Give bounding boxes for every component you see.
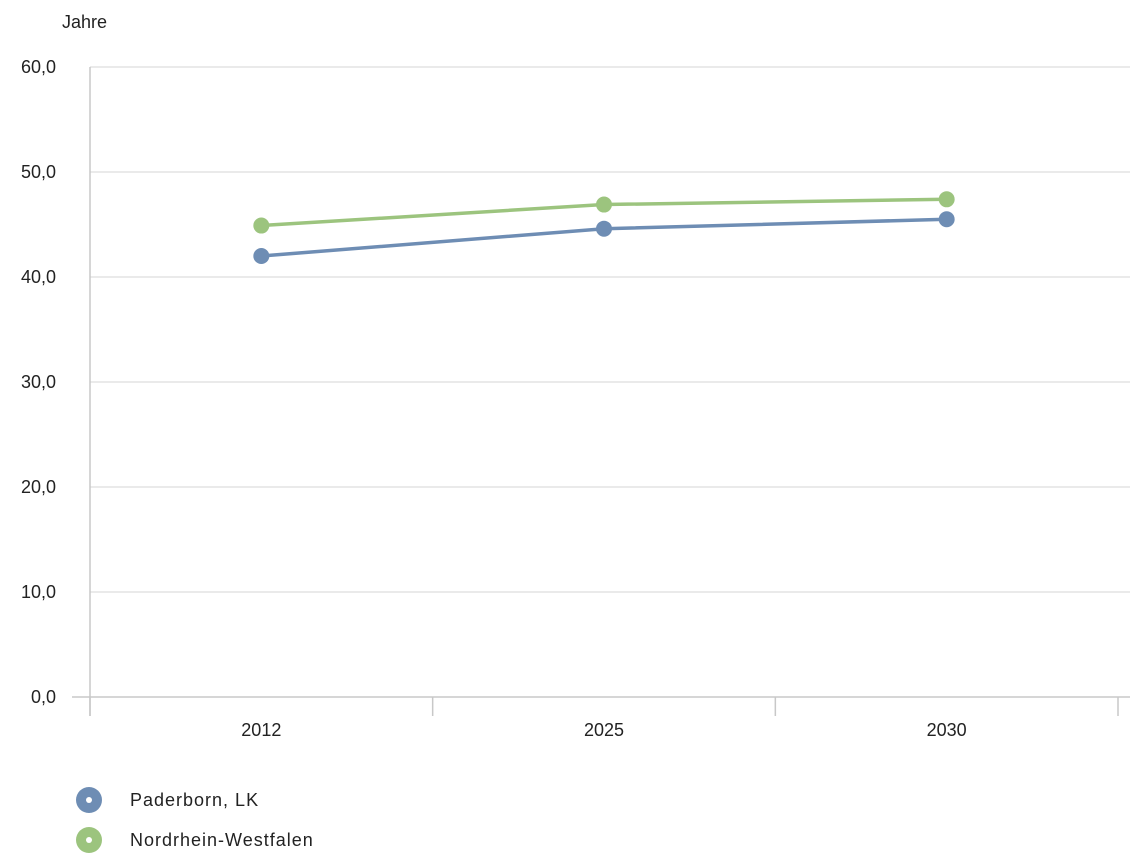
x-tick-label: 2030	[927, 720, 967, 740]
data-point[interactable]	[253, 248, 270, 264]
y-tick-labels: 0,0 10,0 20,0 30,0 40,0 50,0 60,0	[21, 57, 56, 707]
y-tick-label: 20,0	[21, 477, 56, 497]
x-tick-labels: 2012 2025 2030	[241, 720, 966, 740]
y-tick-label: 40,0	[21, 267, 56, 287]
axes	[72, 67, 1130, 716]
gridlines	[90, 66, 1130, 593]
legend-item-paderborn[interactable]: Paderborn, LK	[76, 780, 314, 820]
legend: Paderborn, LK Nordrhein-Westfalen	[76, 780, 314, 860]
x-tick-label: 2025	[584, 720, 624, 740]
y-tick-label: 60,0	[21, 57, 56, 77]
data-point[interactable]	[938, 211, 955, 228]
legend-marker-icon	[76, 827, 102, 853]
legend-marker-icon	[76, 787, 102, 813]
data-point[interactable]	[253, 217, 270, 234]
legend-item-nrw[interactable]: Nordrhein-Westfalen	[76, 820, 314, 860]
y-tick-label: 0,0	[31, 687, 56, 707]
data-point[interactable]	[596, 220, 612, 237]
line-chart: Jahre 0,010,020,030,040,050,060,0 2012 20…	[21, 12, 1130, 740]
y-tick-label: 10,0	[21, 582, 56, 602]
x-tick-label: 2012	[241, 720, 281, 740]
data-point[interactable]	[596, 196, 612, 213]
legend-label: Nordrhein-Westfalen	[130, 829, 314, 850]
y-tick-label: 30,0	[21, 372, 56, 392]
y-tick-label: 50,0	[21, 162, 56, 182]
series-group	[253, 191, 955, 264]
y-axis-unit-label: Jahre	[62, 12, 107, 32]
legend-label: Paderborn, LK	[130, 789, 260, 810]
data-point[interactable]	[938, 191, 955, 208]
